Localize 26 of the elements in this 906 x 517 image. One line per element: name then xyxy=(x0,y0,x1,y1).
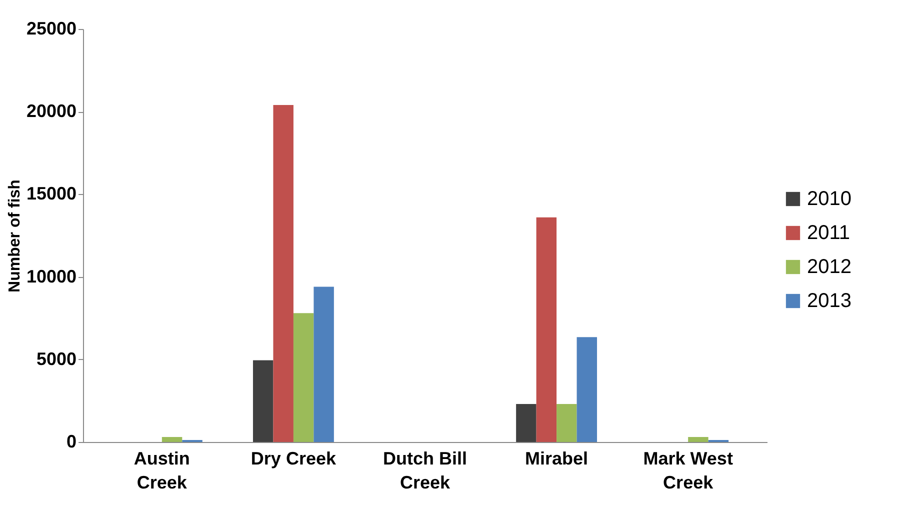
y-axis-title: Number of fish xyxy=(6,180,24,292)
bar xyxy=(162,437,182,442)
legend-label: 2010 xyxy=(807,188,852,210)
y-tick-label: 5000 xyxy=(36,348,76,369)
bar xyxy=(536,217,557,442)
y-tick-label: 25000 xyxy=(26,18,76,38)
x-tick-label: Austin Creek xyxy=(134,448,190,492)
bar xyxy=(293,313,314,442)
legend-label: 2012 xyxy=(807,256,852,278)
x-tick-label: Mirabel xyxy=(525,448,588,468)
legend-label: 2011 xyxy=(807,222,850,244)
x-tick-label: Mark West Creek xyxy=(643,448,733,492)
y-tick-label: 0 xyxy=(66,432,76,452)
y-tick-label: 20000 xyxy=(26,101,76,122)
x-tick-label: Dutch Bill Creek xyxy=(383,448,467,492)
bar xyxy=(273,104,294,442)
bar xyxy=(556,404,577,442)
bar xyxy=(252,360,274,442)
bar xyxy=(576,337,598,442)
bar xyxy=(314,286,334,442)
bar xyxy=(688,437,708,442)
bar xyxy=(516,404,536,442)
legend-label: 2013 xyxy=(807,290,852,312)
y-tick-label: 10000 xyxy=(26,266,76,286)
y-tick-label: 15000 xyxy=(26,184,76,204)
x-tick-label: Dry Creek xyxy=(250,448,337,468)
